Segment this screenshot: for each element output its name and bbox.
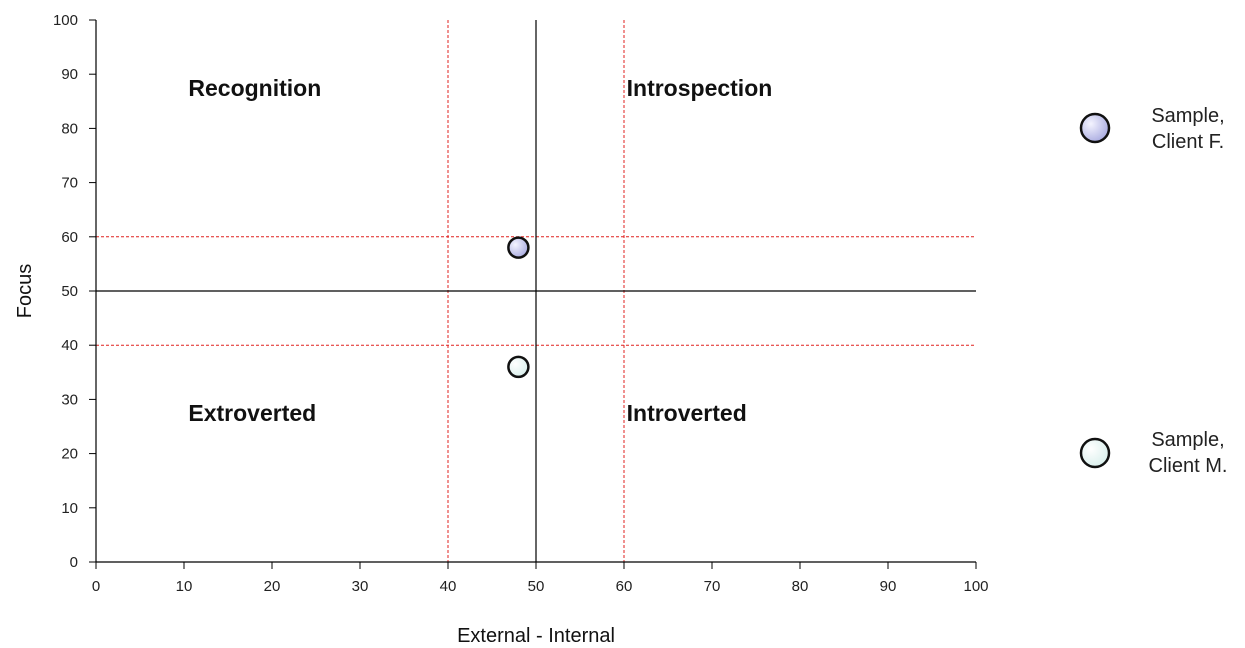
y-tick-label: 0 — [70, 554, 78, 571]
x-tick-label: 20 — [264, 578, 281, 595]
quadrant-label: Recognition — [188, 75, 321, 101]
legend-marker-0 — [1079, 112, 1111, 144]
quadrant-label: Introverted — [627, 400, 747, 426]
center-lines — [96, 20, 976, 562]
legend-label-line2: Client M. — [1149, 455, 1228, 477]
y-tick-label: 100 — [53, 12, 78, 29]
data-point-series-1 — [507, 355, 530, 379]
quadrant-label: Introspection — [627, 75, 773, 101]
quadrant-labels: Recognition Introspection Extroverted Intro… — [188, 75, 772, 426]
legend-label-line1: Sample, — [1151, 429, 1224, 451]
x-tick-label: 60 — [616, 578, 633, 595]
y-tick-label: 70 — [61, 175, 78, 192]
x-tick-label: 50 — [528, 578, 545, 595]
y-tick-label: 30 — [61, 391, 78, 408]
y-tick-label: 20 — [61, 446, 78, 463]
x-tick-label: 40 — [440, 578, 457, 595]
legend: Sample, Client F. Sample, Client M. — [1079, 105, 1228, 477]
y-tick-label: 60 — [61, 229, 78, 246]
y-axis-title: Focus — [14, 264, 36, 318]
x-axis-title: External - Internal — [457, 625, 615, 647]
y-tick-label: 80 — [61, 120, 78, 137]
x-tick-label: 80 — [792, 578, 809, 595]
y-tick-label: 40 — [61, 337, 78, 354]
x-tick-label: 10 — [176, 578, 193, 595]
x-tick-label: 0 — [92, 578, 100, 595]
x-tick-label: 70 — [704, 578, 721, 595]
y-tick-label: 50 — [61, 283, 78, 300]
x-tick-label: 100 — [963, 578, 988, 595]
x-tick-label: 30 — [352, 578, 369, 595]
legend-marker-1 — [1079, 437, 1111, 469]
legend-label-line2: Client F. — [1152, 131, 1224, 153]
x-tick-label: 90 — [880, 578, 897, 595]
ticks: 0 10 20 30 40 50 60 70 80 90 100 0 10 20 30 40 50 60 70 80 9… — [53, 12, 989, 595]
y-tick-label: 10 — [61, 500, 78, 517]
y-tick-label: 90 — [61, 66, 78, 83]
data-points — [507, 236, 530, 379]
axis-titles: External - Internal Focus — [14, 264, 615, 647]
data-point-series-0 — [507, 236, 530, 259]
quadrant-label: Extroverted — [188, 400, 316, 426]
legend-label-line1: Sample, — [1151, 105, 1224, 127]
